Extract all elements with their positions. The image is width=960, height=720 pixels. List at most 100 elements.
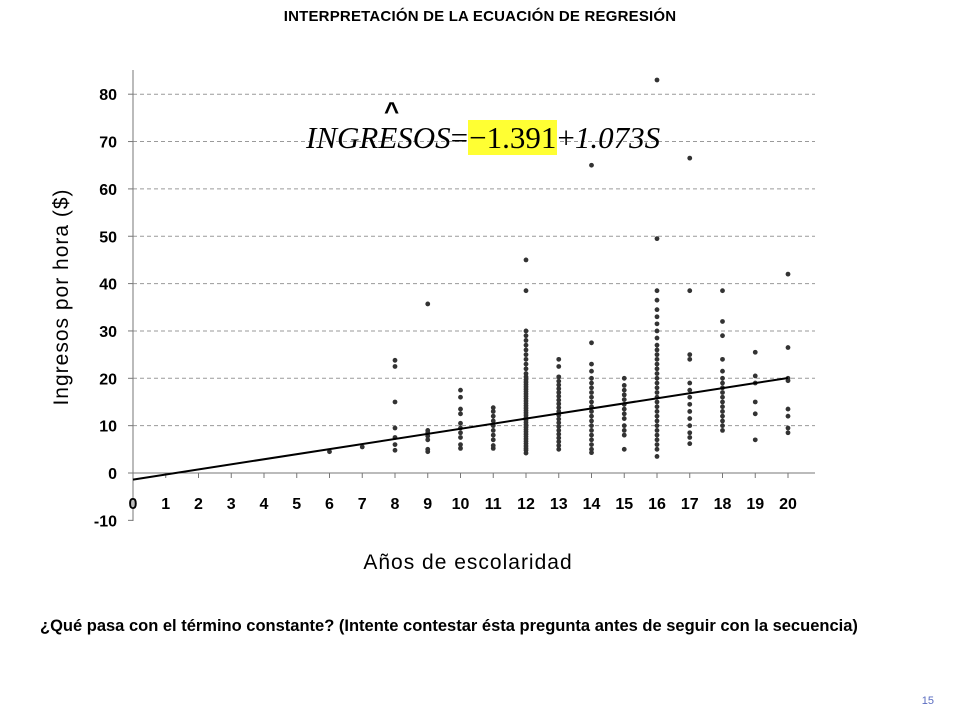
data-point [523, 257, 529, 263]
data-point [425, 437, 431, 443]
data-point [654, 446, 660, 452]
x-tick-label: 8 [391, 496, 400, 513]
data-point [556, 401, 562, 407]
data-point [589, 442, 594, 447]
x-tick-label: 12 [517, 496, 535, 513]
data-point [752, 437, 758, 443]
data-point [654, 380, 660, 386]
data-point [621, 423, 627, 429]
data-point [589, 423, 594, 429]
data-point [458, 420, 463, 426]
equation-lhs: INGRESOS [306, 120, 451, 155]
data-point [720, 404, 725, 410]
data-point [654, 236, 660, 242]
data-point [556, 435, 562, 441]
data-point [556, 427, 562, 433]
data-point [752, 373, 758, 379]
data-point [556, 356, 562, 362]
data-point [589, 375, 594, 381]
chart-axes [132, 70, 815, 521]
data-point [785, 430, 791, 436]
data-point [523, 371, 529, 376]
data-point [654, 390, 660, 395]
data-point [654, 297, 660, 303]
y-tick-label: 50 [99, 229, 117, 246]
chart-points [327, 77, 791, 459]
data-point [556, 374, 562, 380]
data-point [687, 435, 693, 440]
data-point [752, 411, 758, 417]
data-point [425, 446, 431, 452]
data-point [720, 288, 725, 294]
data-point [523, 347, 529, 353]
equation-intercept-highlight: −1.391 [468, 120, 558, 155]
data-point [687, 288, 693, 294]
data-point [425, 427, 431, 433]
data-point [752, 399, 758, 405]
data-point [392, 442, 398, 447]
data-point [523, 328, 529, 334]
data-point [589, 380, 594, 386]
x-tick-label: 4 [260, 496, 269, 513]
data-point [621, 387, 627, 393]
data-point [654, 418, 660, 424]
data-point [589, 390, 594, 395]
data-point [392, 425, 398, 431]
data-point [523, 338, 529, 343]
data-point [392, 357, 398, 363]
chart-regression [132, 376, 789, 481]
data-point [654, 361, 660, 367]
data-point [720, 409, 725, 414]
data-point [621, 406, 627, 412]
data-point [720, 423, 725, 429]
data-point [458, 387, 463, 393]
data-point [589, 394, 594, 400]
y-tick-label: 30 [99, 324, 117, 341]
x-tick-label: 11 [485, 496, 502, 513]
data-point [589, 385, 594, 391]
x-tick-label: 7 [358, 496, 367, 513]
data-point [523, 374, 529, 380]
data-point [785, 425, 791, 431]
data-point [589, 427, 594, 433]
data-point [621, 446, 627, 452]
x-tick-label: 5 [292, 496, 301, 513]
data-point [720, 380, 725, 386]
x-tick-label: 13 [550, 496, 568, 513]
data-point [654, 437, 660, 443]
regression-line [132, 376, 789, 481]
data-point [523, 333, 529, 339]
data-point [654, 352, 660, 358]
y-tick-label: 60 [99, 182, 117, 199]
data-point [556, 378, 562, 384]
data-point [654, 288, 660, 294]
x-tick-label: 2 [194, 496, 203, 513]
data-point [556, 405, 562, 411]
x-tick-label: 15 [615, 496, 633, 513]
data-point [556, 390, 562, 395]
x-tick-label: 16 [648, 496, 666, 513]
data-point [556, 446, 562, 452]
data-point [687, 394, 693, 400]
y-tick-label: 80 [99, 87, 117, 104]
data-point [720, 333, 725, 339]
data-point [589, 409, 594, 414]
data-point [589, 437, 594, 443]
data-point [654, 314, 660, 320]
data-point [589, 450, 594, 456]
data-point [359, 444, 365, 450]
data-point [654, 375, 660, 381]
data-point [556, 364, 562, 369]
data-point [654, 321, 660, 327]
data-point [621, 397, 627, 403]
data-point [654, 409, 660, 414]
data-point [556, 382, 562, 388]
data-point [556, 443, 562, 448]
x-tick-label: 6 [325, 496, 334, 513]
data-point [621, 416, 627, 421]
data-point [490, 413, 496, 419]
data-point [687, 409, 693, 414]
data-point [720, 413, 725, 419]
data-point [490, 418, 496, 424]
data-point [392, 447, 398, 453]
